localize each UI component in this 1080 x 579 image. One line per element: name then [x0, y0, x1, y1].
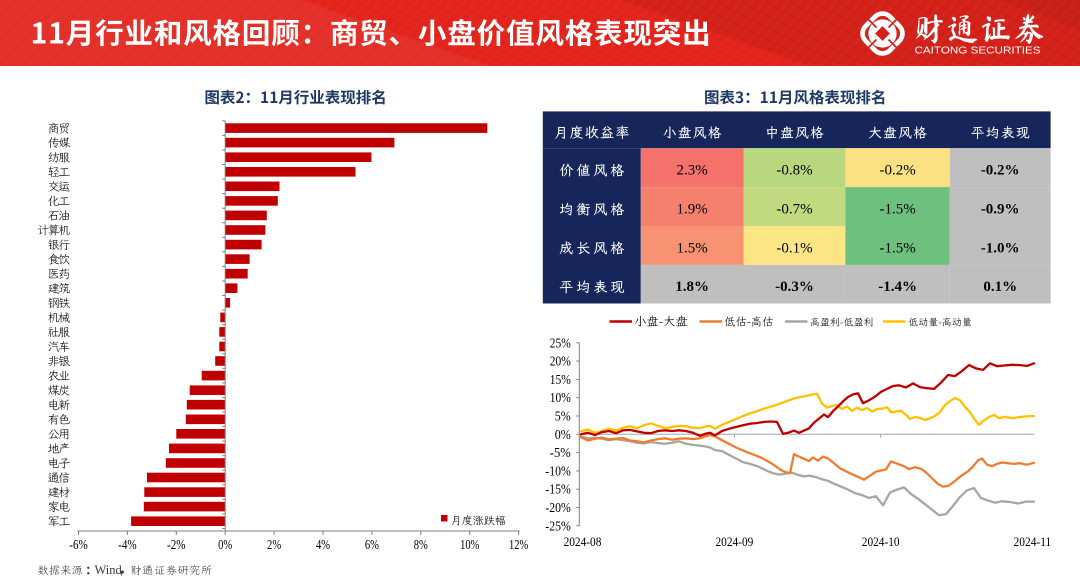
svg-text:-10%: -10% [545, 463, 571, 478]
svg-text:1.8%: 1.8% [675, 279, 709, 295]
svg-text:8%: 8% [414, 538, 428, 553]
svg-text:-1.5%: -1.5% [879, 240, 915, 256]
svg-text:-2%: -2% [167, 538, 186, 553]
svg-text:0%: 0% [218, 538, 232, 553]
svg-text:Wind: Wind [95, 563, 123, 577]
svg-text:-25%: -25% [545, 518, 571, 533]
svg-text:2%: 2% [267, 538, 281, 553]
svg-text:20%: 20% [550, 354, 571, 369]
svg-text:1.9%: 1.9% [676, 202, 707, 218]
svg-text:5%: 5% [555, 409, 571, 424]
svg-text:4%: 4% [316, 538, 330, 553]
svg-text:2024-08: 2024-08 [564, 534, 602, 549]
svg-text:10%: 10% [460, 538, 479, 553]
svg-text:2024-09: 2024-09 [716, 534, 754, 549]
svg-text:2024-11: 2024-11 [1014, 534, 1052, 549]
svg-text:1.5%: 1.5% [676, 240, 707, 256]
svg-text:-1.5%: -1.5% [879, 202, 915, 218]
svg-text:-0.2%: -0.2% [879, 163, 915, 179]
svg-text:-0.3%: -0.3% [775, 279, 814, 295]
svg-text:15%: 15% [550, 372, 571, 387]
svg-text:-0.1%: -0.1% [776, 240, 812, 256]
svg-text:0.1%: 0.1% [983, 279, 1017, 295]
svg-text:6%: 6% [365, 538, 379, 553]
svg-text:-0.2%: -0.2% [981, 163, 1020, 179]
svg-text:-6%: -6% [69, 538, 88, 553]
svg-text:-0.8%: -0.8% [776, 163, 812, 179]
svg-text:-15%: -15% [545, 482, 571, 497]
svg-text:-0.7%: -0.7% [776, 202, 812, 218]
svg-text:-4%: -4% [118, 538, 137, 553]
svg-text:-0.9%: -0.9% [981, 202, 1020, 218]
svg-text:-5%: -5% [550, 445, 571, 460]
svg-text:25%: 25% [550, 335, 571, 350]
svg-text:2024-10: 2024-10 [862, 534, 900, 549]
svg-text:12%: 12% [509, 538, 528, 553]
svg-text:0%: 0% [555, 427, 571, 442]
svg-text:-20%: -20% [545, 500, 571, 515]
svg-text:-1.4%: -1.4% [878, 279, 917, 295]
svg-text:CAITONG SECURITIES: CAITONG SECURITIES [915, 45, 1041, 56]
svg-text:-1.0%: -1.0% [981, 240, 1020, 256]
svg-text:2.3%: 2.3% [676, 163, 707, 179]
svg-text:10%: 10% [550, 390, 571, 405]
